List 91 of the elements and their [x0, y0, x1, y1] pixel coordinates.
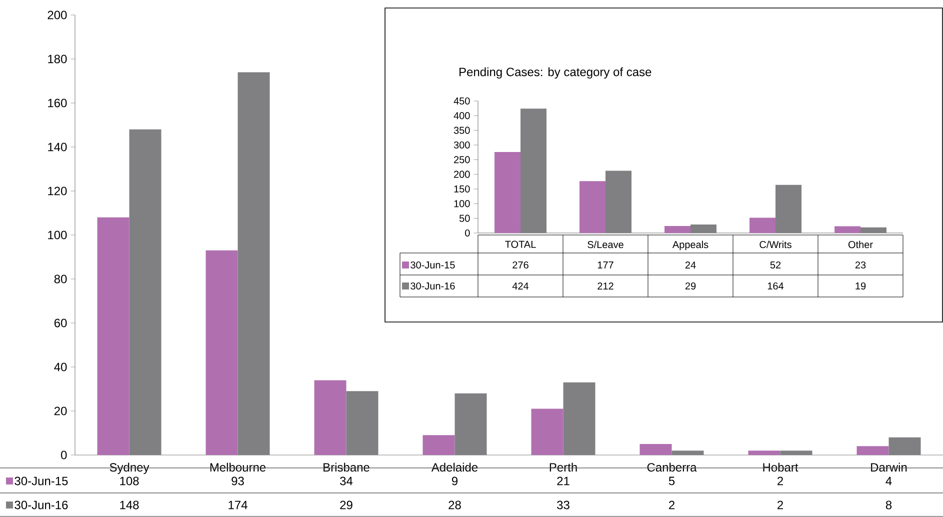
- data-label: 8: [886, 500, 892, 510]
- bar: [238, 72, 270, 455]
- bar: [640, 444, 672, 455]
- y-tick-label: 120: [48, 186, 67, 196]
- y-tick-label: 200: [48, 10, 67, 20]
- data-label: 28: [448, 500, 461, 510]
- bar: [775, 184, 802, 233]
- bar: [664, 226, 690, 233]
- data-label: 23: [855, 261, 866, 269]
- data-label: 24: [685, 262, 696, 268]
- data-label: 424: [512, 282, 529, 290]
- data-label: 276: [512, 261, 528, 269]
- bar: [690, 224, 716, 233]
- y-tick-label: 150: [454, 185, 470, 193]
- x-tick-label: Perth: [550, 462, 577, 472]
- bar: [314, 380, 346, 455]
- data-label: 93: [232, 476, 244, 486]
- bar: [97, 217, 130, 455]
- data-label: 29: [685, 282, 696, 290]
- y-tick-label: 400: [454, 112, 470, 120]
- data-label: 2: [778, 476, 783, 486]
- bar: [606, 170, 632, 233]
- data-label: 212: [598, 282, 614, 290]
- legend-label: 30-Jun-16: [410, 282, 455, 290]
- data-label: 5: [668, 476, 675, 486]
- data-label: 4: [886, 476, 892, 486]
- bar: [563, 382, 596, 455]
- x-tick-label: Sydney: [110, 462, 150, 474]
- y-tick-label: 100: [454, 200, 470, 208]
- x-tick-label: C/Writs: [760, 240, 792, 248]
- y-tick-label: 140: [48, 142, 67, 152]
- bar: [580, 181, 606, 233]
- bar: [780, 450, 812, 455]
- x-tick-label: Melbourne: [210, 462, 266, 472]
- y-tick-label: 250: [454, 156, 470, 164]
- bar: [888, 437, 921, 455]
- data-label: 21: [557, 476, 570, 486]
- y-tick-label: 80: [54, 274, 67, 284]
- y-tick-label: 180: [48, 54, 67, 64]
- x-tick-label: Appeals: [672, 240, 708, 250]
- x-tick-label: Other: [848, 240, 873, 248]
- x-tick-label: Canberra: [647, 462, 697, 472]
- data-label: 9: [452, 476, 458, 486]
- legend-label: 30-Jun-15: [14, 476, 68, 486]
- data-label: 108: [120, 476, 139, 486]
- data-label: 174: [228, 500, 248, 510]
- data-label: 33: [557, 500, 570, 510]
- bar: [206, 250, 238, 455]
- bar: [422, 435, 455, 455]
- y-tick-label: 20: [54, 406, 67, 416]
- x-tick-label: TOTAL: [505, 240, 536, 248]
- bar: [346, 391, 378, 455]
- bar: [834, 226, 860, 233]
- data-label: 177: [598, 262, 614, 268]
- y-tick-label: 50: [459, 214, 470, 222]
- bar: [672, 450, 704, 455]
- data-label: 164: [768, 282, 784, 290]
- y-tick-label: 300: [454, 141, 470, 149]
- data-label: 2: [669, 500, 674, 510]
- y-tick-label: 100: [48, 230, 67, 240]
- x-tick-label: Hobart: [763, 462, 798, 472]
- y-tick-label: 200: [454, 170, 470, 178]
- data-label: 2: [778, 500, 783, 510]
- legend-label: 30-Jun-16: [14, 500, 68, 510]
- y-tick-label: 160: [48, 98, 67, 108]
- data-label: 148: [120, 500, 139, 510]
- bar: [520, 108, 547, 233]
- data-label: 52: [770, 261, 781, 269]
- x-tick-label: Brisbane: [324, 462, 370, 472]
- y-tick-label: 60: [54, 318, 67, 328]
- data-label: 19: [856, 282, 866, 290]
- y-tick-label: 40: [54, 362, 67, 372]
- x-tick-label: Darwin: [871, 462, 907, 472]
- y-tick-label: 0: [465, 229, 470, 237]
- legend-label: 30-Jun-15: [410, 261, 455, 269]
- y-tick-label: 450: [454, 97, 470, 105]
- x-tick-label: Adelaide: [431, 462, 478, 472]
- data-label: 29: [340, 500, 352, 510]
- bar: [748, 450, 780, 455]
- chart-title: Pending Cases: by category of case: [460, 67, 652, 79]
- bar: [531, 408, 564, 455]
- bar: [856, 446, 889, 455]
- y-tick-label: 350: [454, 126, 470, 134]
- x-tick-label: S/Leave: [588, 240, 624, 248]
- bar: [454, 393, 487, 455]
- y-tick-label: 0: [61, 450, 67, 460]
- data-label: 34: [340, 476, 353, 486]
- bar: [129, 129, 162, 455]
- bar: [860, 227, 886, 233]
- bar: [749, 218, 776, 233]
- bar: [494, 152, 521, 233]
